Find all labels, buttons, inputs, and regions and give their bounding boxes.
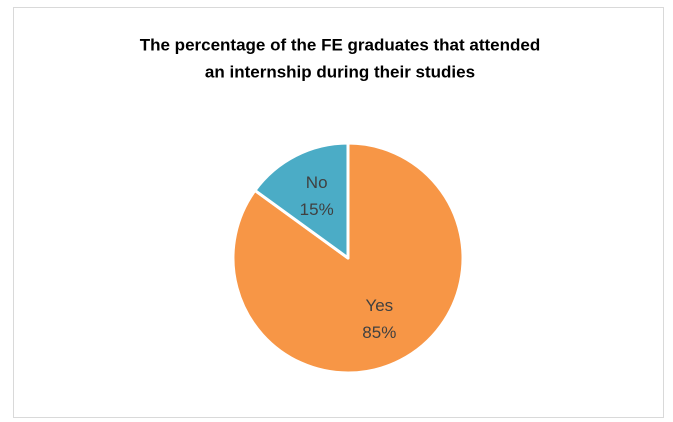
chart-title: an internship during their studies (205, 62, 475, 81)
slice-category-label: Yes (365, 296, 393, 315)
chart-title: The percentage of the FE graduates that … (140, 35, 541, 54)
pie-slice (253, 141, 350, 260)
slice-category-label: No (306, 173, 328, 192)
slice-value-label: 85% (362, 323, 396, 342)
pie-slice (231, 141, 465, 375)
slice-value-label: 15% (300, 200, 334, 219)
